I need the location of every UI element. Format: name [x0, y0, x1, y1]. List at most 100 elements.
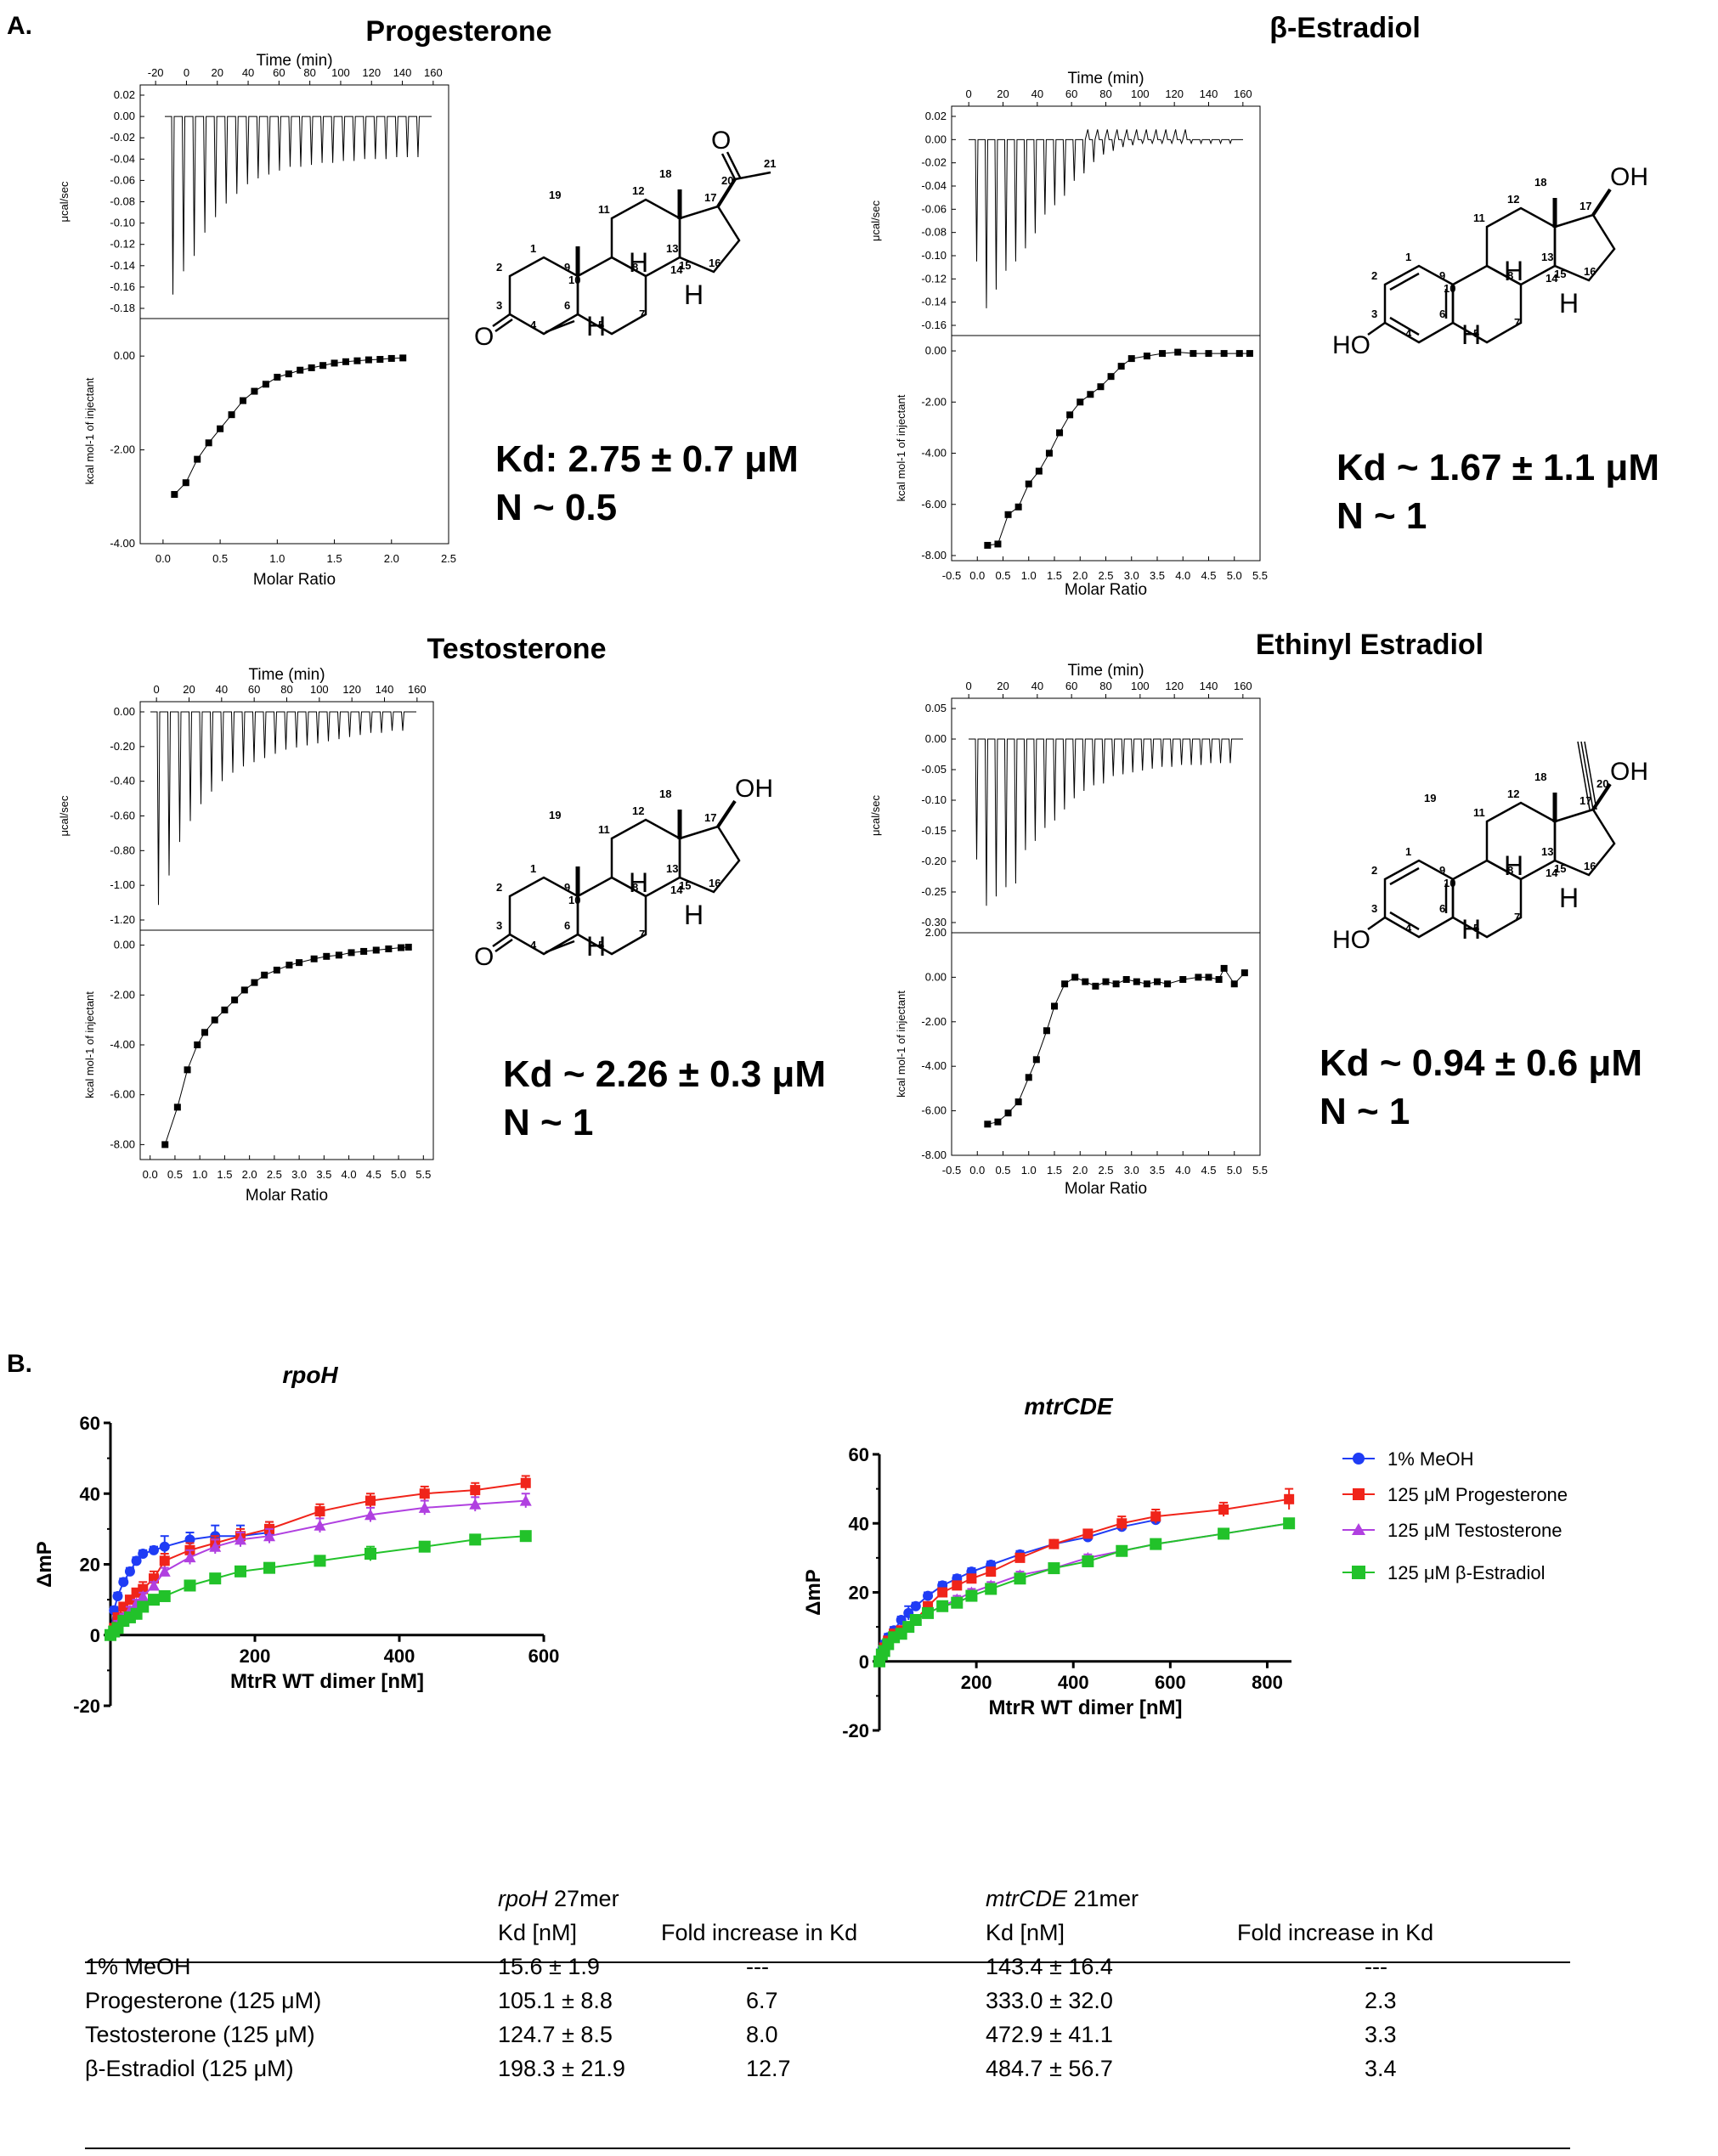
x-tick-label: 800 — [1252, 1672, 1283, 1693]
fit-x-tick-label: 2.5 — [267, 1168, 282, 1181]
fit-y-tick-label: -6.00 — [110, 1088, 135, 1101]
table-row: 1% MeOH 15.6 ± 1.9 --- 143.4 ± 16.4 --- — [85, 1950, 1570, 1984]
atom-number: 4 — [530, 319, 537, 331]
data-point-meoh — [184, 1534, 195, 1545]
atom-number: 2 — [1371, 269, 1377, 282]
time-tick-label: 80 — [1099, 680, 1111, 692]
row-condition: Progesterone (125 μM) — [85, 1987, 322, 2013]
atom-number: 12 — [632, 184, 644, 197]
chart-title: mtrCDE — [1024, 1393, 1114, 1419]
legend-marker-testosterone — [1352, 1523, 1365, 1535]
atom-number: 11 — [598, 823, 610, 836]
data-point-progesterone — [986, 1566, 997, 1577]
atom-number: 6 — [564, 919, 570, 932]
fit-x-tick-label: 1.5 — [1047, 569, 1062, 582]
data-point-estradiol — [951, 1596, 964, 1609]
data-point-progesterone — [314, 1506, 325, 1517]
fit-frame — [951, 335, 1261, 562]
aromatic-bond — [1389, 272, 1420, 291]
legend-label-estradiol: 125 μM β-Estradiol — [1387, 1562, 1546, 1583]
x-tick-label: 600 — [1155, 1672, 1186, 1693]
double-bond — [545, 940, 575, 954]
chart-title: rpoH — [282, 1362, 338, 1388]
atom-number: 16 — [709, 257, 721, 269]
atom-number: 3 — [1371, 308, 1377, 320]
fit-y-tick-label: -4.00 — [110, 1038, 135, 1051]
fit-x-tick-label: 3.0 — [1124, 569, 1139, 582]
raw-y-tick-label: 0.00 — [925, 732, 947, 745]
data-point-estradiol — [1150, 1538, 1162, 1550]
fit-x-title: Molar Ratio — [253, 571, 336, 589]
fit-y-tick-label: -6.00 — [921, 1104, 947, 1117]
time-tick-label: 80 — [280, 683, 292, 696]
atom-number: 17 — [1580, 200, 1591, 212]
phenol-hydroxyl: HO — [1332, 331, 1370, 359]
hydroxyl-wedge — [716, 799, 737, 828]
y-axis-title: ΔmP — [802, 1569, 825, 1616]
fit-x-tick-label: 3.5 — [316, 1168, 331, 1181]
fit-x-tick-label: 1.5 — [217, 1168, 232, 1181]
itc-plot-ethinyl-estradiol: 0 20 40 60 80 100 120 140 160 Time (min) 0.05 0.00 -… — [869, 662, 1268, 1198]
time-tick-label: 0 — [966, 87, 972, 100]
data-point-estradiol — [1116, 1544, 1128, 1557]
time-axis-title: Time (min) — [1067, 662, 1144, 680]
fit-y-tick-label: -2.00 — [110, 443, 135, 456]
row-rpoh-fold: 12.7 — [746, 2055, 791, 2081]
table-row: β-Estradiol (125 μM) 198.3 ± 21.9 12.7 4… — [85, 2052, 1570, 2085]
atom-number: 4 — [1405, 327, 1412, 340]
table-group-header-row: rpoH 27mer mtrCDE 21mer — [85, 1882, 1570, 1916]
row-rpoh-kd: 124.7 ± 8.5 — [498, 2021, 613, 2047]
hydrogen-14: H — [1559, 288, 1579, 319]
ketone-oxygen: O — [474, 323, 494, 351]
atom-number: 19 — [549, 809, 561, 821]
itc-title-progesterone: Progesterone — [365, 15, 551, 48]
legend-item-progesterone: 125 μM Progesterone — [1342, 1484, 1568, 1505]
atom-number: 8 — [632, 261, 638, 274]
fit-frame — [139, 318, 449, 545]
raw-y-tick-label: 0.00 — [114, 110, 135, 122]
atom-number: 13 — [666, 862, 678, 875]
atom-number: 14 — [670, 263, 683, 276]
table-group-mtr-suffix: 21mer — [1067, 1885, 1139, 1911]
time-tick-label: 20 — [997, 87, 1009, 100]
fit-curve — [987, 967, 1246, 1125]
data-point-estradiol — [909, 1614, 922, 1626]
ketone-bond — [494, 318, 513, 333]
atom-number: 5 — [1473, 922, 1479, 934]
atom-number: 10 — [568, 274, 580, 286]
raw-y-tick-label: -0.04 — [110, 152, 135, 165]
n-testosterone: N ~ 1 — [503, 1102, 593, 1143]
fit-y-tick-label: -8.00 — [921, 1149, 947, 1161]
fit-y-tick-label: 2.00 — [925, 926, 947, 939]
atom-number: 6 — [564, 299, 570, 312]
ketone-bond — [494, 938, 513, 953]
atom-number: 8 — [1507, 864, 1513, 877]
atom-number: 7 — [639, 928, 645, 940]
time-tick-label: 120 — [1165, 87, 1184, 100]
kd-progesterone: Kd: 2.75 ± 0.7 μM — [495, 438, 799, 480]
fit-x-tick-label: 0.0 — [155, 552, 171, 565]
atom-number: 9 — [1439, 864, 1445, 877]
atom-number: 12 — [632, 804, 644, 817]
ring-d — [678, 825, 741, 894]
atom-number: 11 — [1473, 806, 1485, 819]
time-tick-label: 60 — [273, 66, 285, 79]
fit-x-title: Molar Ratio — [1065, 581, 1147, 599]
raw-y-tick-label: -0.14 — [921, 296, 947, 308]
data-point-progesterone — [1014, 1552, 1026, 1563]
data-point-progesterone — [1116, 1518, 1127, 1529]
time-tick-label: 20 — [212, 66, 223, 79]
fit-x-title: Molar Ratio — [246, 1187, 328, 1205]
atom-number: 3 — [1371, 902, 1377, 915]
table-group-mtr-name: mtrCDE — [986, 1885, 1067, 1911]
data-point-meoh — [131, 1555, 142, 1566]
time-tick-label: 160 — [1234, 87, 1252, 100]
y-tick-label: -20 — [842, 1720, 869, 1741]
raw-y-tick-label: -0.05 — [921, 763, 947, 776]
panel-b-label: B. — [7, 1350, 32, 1378]
data-point-progesterone — [966, 1573, 977, 1584]
data-point-testosterone — [519, 1494, 532, 1506]
ketone-bond — [492, 313, 511, 328]
row-mtr-kd: 143.4 ± 16.4 — [986, 1953, 1113, 1979]
